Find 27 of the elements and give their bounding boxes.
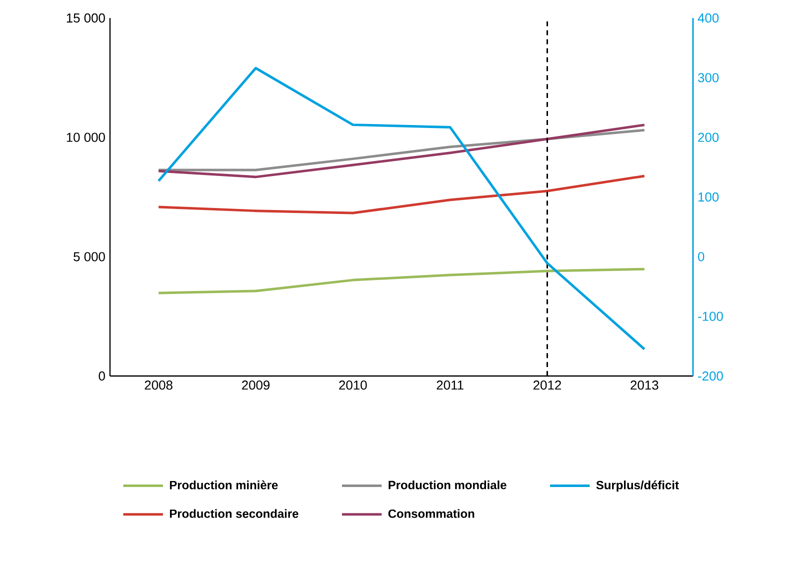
y-tick-label: 10 000 [66, 132, 105, 142]
x-tick-label: 2013 [630, 380, 658, 390]
x-tick-label: 2009 [242, 380, 270, 390]
line-series [157, 268, 646, 294]
line-series [157, 128, 646, 172]
y2-tick-label: 300 [698, 73, 719, 82]
legend-label: Surplus/déficit [596, 480, 679, 492]
x-tick-label: 2012 [534, 380, 561, 390]
legend-label: Production mondiale [388, 480, 506, 490]
y2-tick-label: -200 [698, 371, 723, 381]
legend-label: Production minière [170, 480, 278, 490]
line-series [157, 66, 646, 350]
line-series [157, 174, 646, 214]
y-tick-label: 0 [98, 371, 105, 381]
y2-tick-label: 400 [698, 13, 719, 23]
legend-label: Production secondaire [170, 509, 298, 518]
x-tick-label: 2011 [436, 380, 464, 390]
x-tick-label: 2008 [144, 380, 172, 390]
y-tick-label: 15 000 [66, 13, 105, 23]
y2-tick-label: 0 [698, 252, 704, 262]
y2-tick-label: 100 [698, 192, 719, 202]
y2-tick-label: -100 [698, 312, 723, 321]
y-tick-label: 5 000 [74, 252, 105, 262]
legend-label: Consommation [388, 509, 474, 518]
x-tick-label: 2010 [339, 380, 367, 390]
line-series [157, 124, 646, 178]
y2-tick-label: 200 [698, 132, 719, 142]
